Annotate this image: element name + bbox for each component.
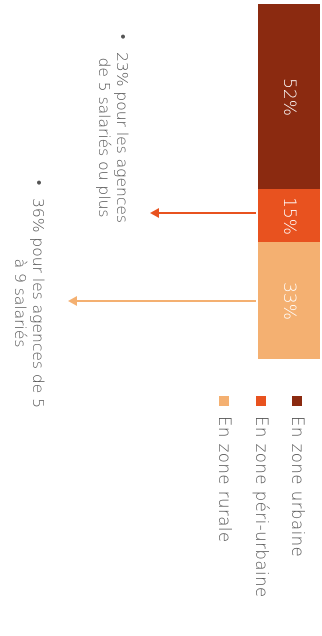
bar-segment-urbaine: 52% [258, 4, 320, 189]
arrow-head-rurale [68, 296, 77, 306]
note-line: à 9 salariés [11, 258, 29, 348]
legend-swatch [219, 396, 230, 406]
bullet-icon: • [30, 180, 48, 186]
note-rurale: • 36% pour les agences de 5 à 9 salariés [11, 180, 48, 409]
legend-label: En zone urbaine [288, 416, 307, 558]
note-line: 23% pour les agences [113, 52, 131, 223]
legend-item-rurale: En zone rurale [215, 396, 234, 543]
bar-label-rurale: 33% [279, 281, 299, 320]
arrow-line-peri-urbaine [158, 212, 256, 214]
arrow-head-peri-urbaine [150, 208, 159, 218]
legend-item-urbaine: En zone urbaine [288, 396, 307, 557]
bar-segment-rurale: 33% [258, 242, 320, 359]
bar-label-urbaine: 52% [279, 77, 299, 116]
bullet-icon: • [114, 34, 132, 40]
legend-swatch [256, 396, 267, 406]
legend-label: En zone péri-urbaine [252, 416, 271, 598]
legend-swatch [292, 396, 303, 406]
note-line: 36% pour les agences de 5 [29, 198, 47, 409]
note-peri-urbaine: • 23% pour les agences de 5 salariés ou … [95, 34, 132, 223]
legend-label: En zone rurale [215, 416, 234, 543]
arrow-line-rurale [76, 300, 256, 302]
stacked-bar: 52% 15% 33% [258, 4, 320, 359]
bar-label-peri-urbaine: 15% [279, 196, 299, 235]
note-line: de 5 salariés ou plus [95, 57, 113, 218]
bar-segment-peri-urbaine: 15% [258, 189, 320, 242]
legend-item-peri-urbaine: En zone péri-urbaine [252, 396, 271, 598]
